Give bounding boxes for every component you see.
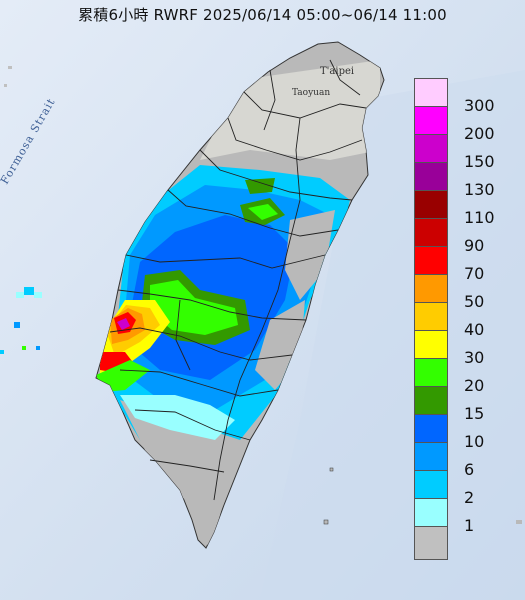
legend-level-label: 70 [464,264,485,283]
map-title: 累積6小時 RWRF 2025/06/14 05:00~06/14 11:00 [78,6,447,24]
offshore-echoes [0,66,42,354]
legend-level-label: 40 [464,320,485,339]
legend-level-label: 30 [464,348,485,367]
legend-level-label: 10 [464,432,485,451]
taoyuan-label: Taoyuan [292,88,331,98]
legend-level-label: 20 [464,376,485,395]
legend-level-label: 300 [464,96,495,115]
islands [323,467,522,525]
legend-level-label: 200 [464,124,495,143]
legend-level-label: 1 [464,516,475,535]
legend-level-label: 90 [464,236,485,255]
sea-shade [260,70,525,600]
legend-level-label: 6 [464,460,475,479]
legend-swatch [414,526,448,560]
legend-level-label: 110 [464,208,495,227]
county-boundaries [109,59,367,501]
legend-level-label: 150 [464,152,495,171]
legend-level-label: 50 [464,292,485,311]
legend-level-label: 2 [464,488,475,507]
taipei-label: T'aipei [320,66,355,77]
legend-level-label: 15 [464,404,485,423]
legend-level-label: 130 [464,180,495,199]
